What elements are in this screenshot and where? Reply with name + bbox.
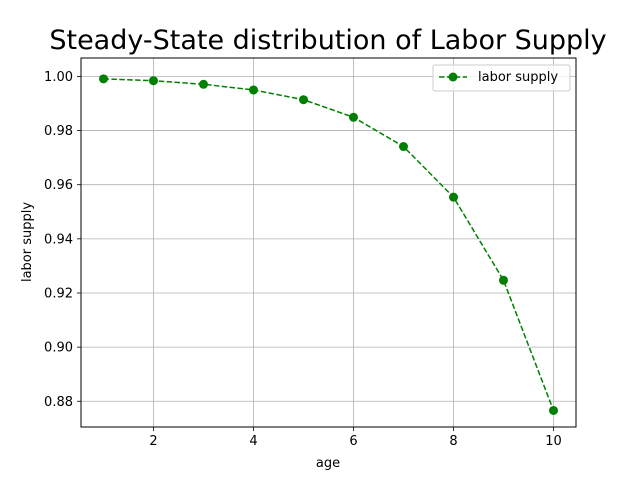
y-tick-label: 1.00 [44, 70, 73, 85]
x-tick-label: 8 [449, 434, 457, 449]
data-point [399, 142, 408, 152]
x-axis-label: age [316, 456, 340, 471]
data-point [499, 275, 508, 285]
y-tick-label: 0.96 [44, 178, 73, 193]
data-point [149, 76, 158, 86]
data-point [349, 112, 358, 122]
y-tick-label: 0.88 [44, 395, 73, 410]
y-axis-label: labor supply [20, 202, 35, 282]
y-tick-label: 0.92 [44, 286, 73, 301]
chart-title: Steady-State distribution of Labor Suppl… [49, 25, 606, 56]
legend-label: labor supply [478, 70, 558, 85]
y-tick-label: 0.94 [44, 232, 73, 247]
data-point [249, 85, 258, 95]
data-point [449, 192, 458, 202]
x-tick-label: 10 [545, 434, 562, 449]
data-point [99, 74, 108, 84]
ticks: 2 4 6 8 10 0.88 0.90 0.92 0.94 0.96 0.98 1.00 [44, 70, 562, 449]
y-tick-label: 0.90 [44, 341, 73, 356]
x-tick-label: 2 [149, 434, 157, 449]
legend-box [432, 64, 571, 92]
legend-marker [448, 72, 458, 82]
x-tick-label: 6 [349, 434, 357, 449]
data-point [199, 79, 208, 89]
data-point [299, 95, 308, 105]
data-point [549, 405, 558, 415]
series-line [103, 78, 555, 411]
legend: labor supply [432, 64, 571, 92]
y-tick-label: 0.98 [44, 124, 73, 139]
x-tick-label: 4 [249, 434, 257, 449]
series-layer [99, 74, 558, 415]
plot-frame [80, 57, 577, 428]
